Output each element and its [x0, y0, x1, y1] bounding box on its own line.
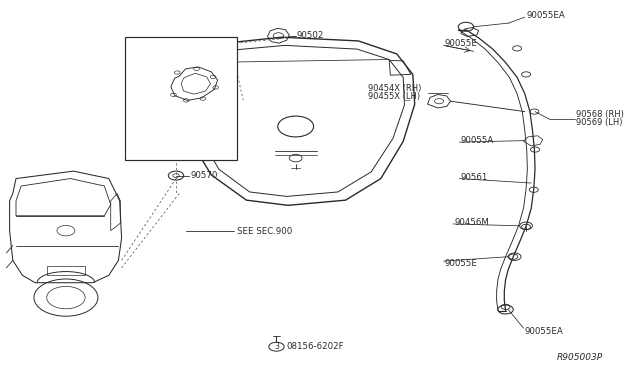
FancyBboxPatch shape	[125, 37, 237, 160]
Text: 90055E: 90055E	[445, 259, 477, 268]
Text: 90456M: 90456M	[454, 218, 489, 227]
Text: 90454X (RH): 90454X (RH)	[368, 84, 421, 93]
Text: 90502: 90502	[297, 31, 324, 40]
Text: 3: 3	[274, 342, 279, 351]
Text: 90055EA: 90055EA	[526, 11, 565, 20]
Text: 90570: 90570	[191, 171, 218, 180]
Bar	[47, 266, 85, 275]
Text: 90561: 90561	[461, 173, 488, 182]
Text: 90500M: 90500M	[170, 53, 202, 62]
Text: 90055EA: 90055EA	[525, 327, 564, 336]
Text: 90455X (LH): 90455X (LH)	[368, 92, 420, 101]
Text: 90050A: 90050A	[130, 120, 161, 129]
Text: R905003P: R905003P	[557, 353, 603, 362]
Text: 90568 (RH): 90568 (RH)	[576, 110, 624, 119]
Text: 90055E: 90055E	[445, 39, 477, 48]
Text: 08156-6202F: 08156-6202F	[287, 342, 344, 351]
Text: 90055A: 90055A	[461, 136, 494, 145]
Text: 90502A: 90502A	[191, 153, 224, 161]
Text: SEE SEC.900: SEE SEC.900	[237, 227, 292, 236]
Text: WITH POWER
LIFTGATE: WITH POWER LIFTGATE	[130, 45, 182, 64]
Text: 90569 (LH): 90569 (LH)	[576, 118, 623, 126]
